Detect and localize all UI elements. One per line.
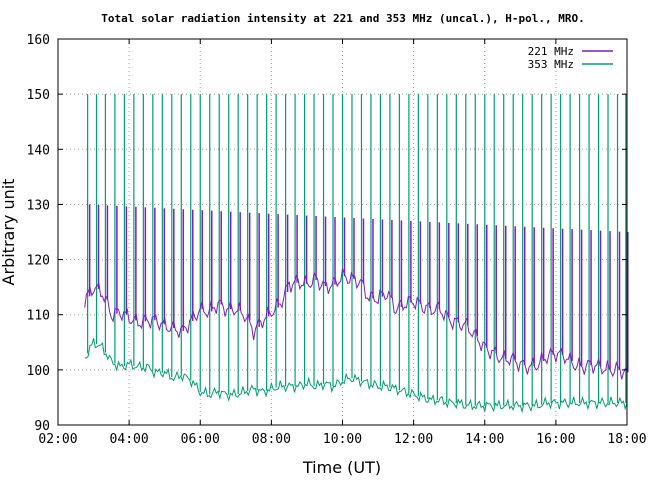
y-tick-label: 130 [27, 198, 50, 213]
chart-title: Total solar radiation intensity at 221 a… [101, 12, 584, 25]
series-lines [84, 268, 628, 414]
series-line-221MHz [84, 268, 628, 380]
y-tick-label: 120 [27, 254, 50, 269]
x-tick-label: 08:00 [252, 432, 291, 447]
y-tick-label: 90 [34, 419, 50, 434]
x-tick-label: 18:00 [607, 432, 646, 447]
x-axis-label: Time (UT) [302, 458, 381, 477]
y-tick-label: 100 [27, 364, 50, 379]
spikes [87, 94, 629, 406]
y-tick-label: 110 [27, 309, 50, 324]
y-tick-label: 160 [27, 33, 50, 48]
x-tick-label: 06:00 [181, 432, 220, 447]
legend-label: 353 MHz [528, 58, 574, 71]
y-axis-label: Arbitrary unit [0, 179, 18, 286]
x-tick-label: 04:00 [110, 432, 149, 447]
x-tick-label: 10:00 [323, 432, 362, 447]
x-tick-label: 14:00 [465, 432, 504, 447]
legend-label: 221 MHz [528, 45, 574, 58]
axis-ticks [57, 38, 628, 426]
x-tick-labels: 02:00 04:00 06:00 08:00 10:00 12:00 14:00 16:00… [38, 432, 646, 447]
y-tick-label: 140 [27, 143, 50, 158]
x-tick-label: 02:00 [38, 432, 77, 447]
x-tick-label: 16:00 [536, 432, 575, 447]
y-tick-label: 150 [27, 88, 50, 103]
y-tick-labels: 90 100 110 120 130 140 150 160 [27, 33, 50, 434]
x-tick-label: 12:00 [394, 432, 433, 447]
series-line-353MHz [84, 338, 628, 414]
